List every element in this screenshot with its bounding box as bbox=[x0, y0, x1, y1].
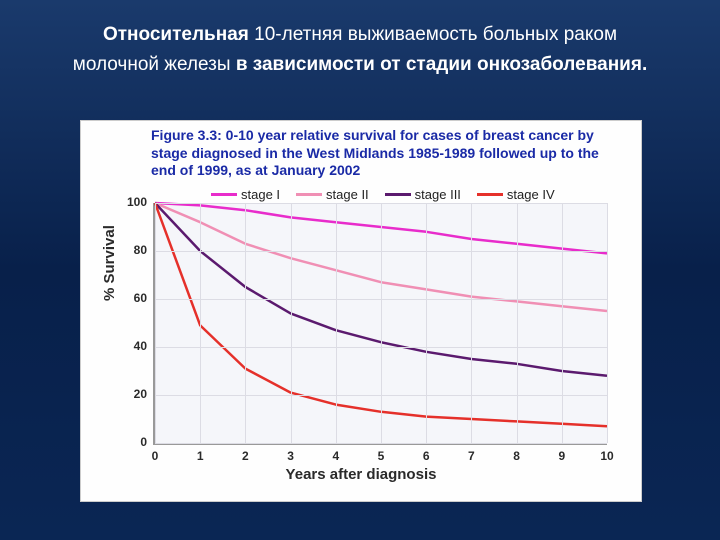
x-tick: 9 bbox=[554, 449, 570, 463]
y-tick: 20 bbox=[117, 387, 147, 401]
gridline-v bbox=[517, 203, 518, 443]
gridline-h bbox=[155, 443, 607, 444]
x-tick: 4 bbox=[328, 449, 344, 463]
x-tick: 5 bbox=[373, 449, 389, 463]
gridline-v bbox=[607, 203, 608, 443]
gridline-v bbox=[155, 203, 156, 443]
legend-item: stage I bbox=[211, 187, 280, 202]
y-tick: 40 bbox=[117, 339, 147, 353]
y-tick: 60 bbox=[117, 291, 147, 305]
gridline-v bbox=[200, 203, 201, 443]
x-tick: 7 bbox=[463, 449, 479, 463]
x-tick: 8 bbox=[509, 449, 525, 463]
gridline-v bbox=[381, 203, 382, 443]
x-tick: 1 bbox=[192, 449, 208, 463]
gridline-v bbox=[291, 203, 292, 443]
legend-item: stage III bbox=[385, 187, 461, 202]
y-tick: 80 bbox=[117, 243, 147, 257]
plot-area: 020406080100012345678910 bbox=[153, 203, 607, 445]
gridline-v bbox=[471, 203, 472, 443]
y-tick: 0 bbox=[117, 435, 147, 449]
heading-line-1: 10-летняя выживаемость больных раком bbox=[254, 24, 617, 45]
y-axis-label: % Survival bbox=[101, 225, 118, 301]
x-axis-label: Years after diagnosis bbox=[81, 466, 641, 483]
heading-bold-2: в зависимости от стадии онкозаболевания. bbox=[236, 54, 647, 75]
chart-panel: Figure 3.3: 0-10 year relative survival … bbox=[80, 120, 642, 502]
legend-swatch bbox=[385, 193, 411, 196]
x-tick: 3 bbox=[283, 449, 299, 463]
legend-label: stage III bbox=[415, 187, 461, 202]
slide-heading: Относительная 10-летняя выживаемость бол… bbox=[0, 0, 720, 91]
gridline-v bbox=[336, 203, 337, 443]
chart-title: Figure 3.3: 0-10 year relative survival … bbox=[151, 127, 621, 180]
heading-line-2a: молочной железы bbox=[73, 54, 236, 75]
legend-label: stage I bbox=[241, 187, 280, 202]
x-tick: 2 bbox=[237, 449, 253, 463]
gridline-v bbox=[562, 203, 563, 443]
gridline-v bbox=[426, 203, 427, 443]
legend-swatch bbox=[296, 193, 322, 196]
x-tick: 0 bbox=[147, 449, 163, 463]
chart-legend: stage I stage II stage III stage IV bbox=[211, 187, 611, 202]
x-tick: 10 bbox=[599, 449, 615, 463]
gridline-v bbox=[245, 203, 246, 443]
legend-label: stage II bbox=[326, 187, 369, 202]
x-tick: 6 bbox=[418, 449, 434, 463]
slide: Относительная 10-летняя выживаемость бол… bbox=[0, 0, 720, 540]
y-tick: 100 bbox=[117, 195, 147, 209]
legend-swatch bbox=[477, 193, 503, 196]
legend-item: stage II bbox=[296, 187, 369, 202]
legend-swatch bbox=[211, 193, 237, 196]
legend-item: stage IV bbox=[477, 187, 555, 202]
heading-bold-1: Относительная bbox=[103, 24, 249, 45]
legend-label: stage IV bbox=[507, 187, 555, 202]
